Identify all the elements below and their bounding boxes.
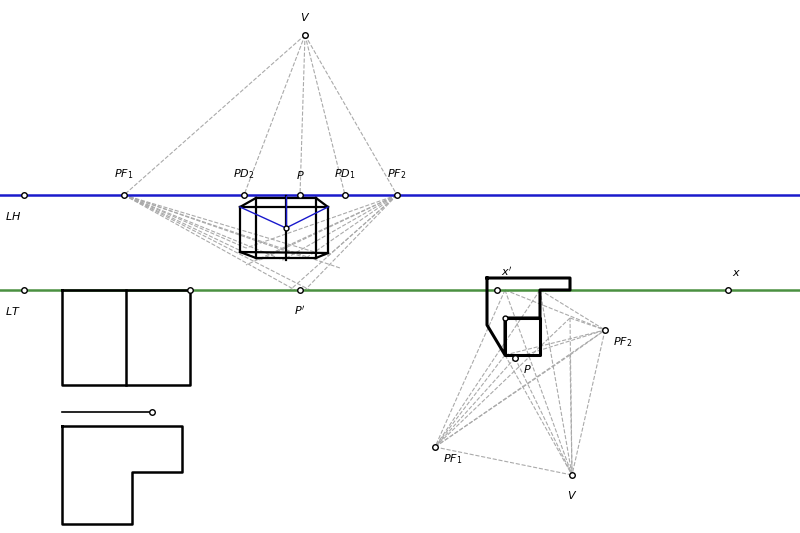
Text: $V$: $V$: [567, 489, 577, 501]
Text: $x'$: $x'$: [501, 265, 512, 278]
Text: $PF_1$: $PF_1$: [114, 167, 134, 181]
Text: $x$: $x$: [732, 268, 741, 278]
Text: $PD_2$: $PD_2$: [234, 167, 254, 181]
Text: $P$: $P$: [296, 169, 304, 181]
Text: $PF_1$: $PF_1$: [443, 452, 462, 466]
Text: $PF_2$: $PF_2$: [613, 335, 632, 349]
Text: $P'$: $P'$: [294, 304, 306, 317]
Text: $P$: $P$: [523, 363, 532, 375]
Text: $PD_1$: $PD_1$: [334, 167, 356, 181]
Text: $LT$: $LT$: [5, 305, 21, 317]
Text: $PF_2$: $PF_2$: [387, 167, 406, 181]
Text: $V$: $V$: [300, 11, 310, 23]
Text: $LH$: $LH$: [5, 210, 22, 222]
